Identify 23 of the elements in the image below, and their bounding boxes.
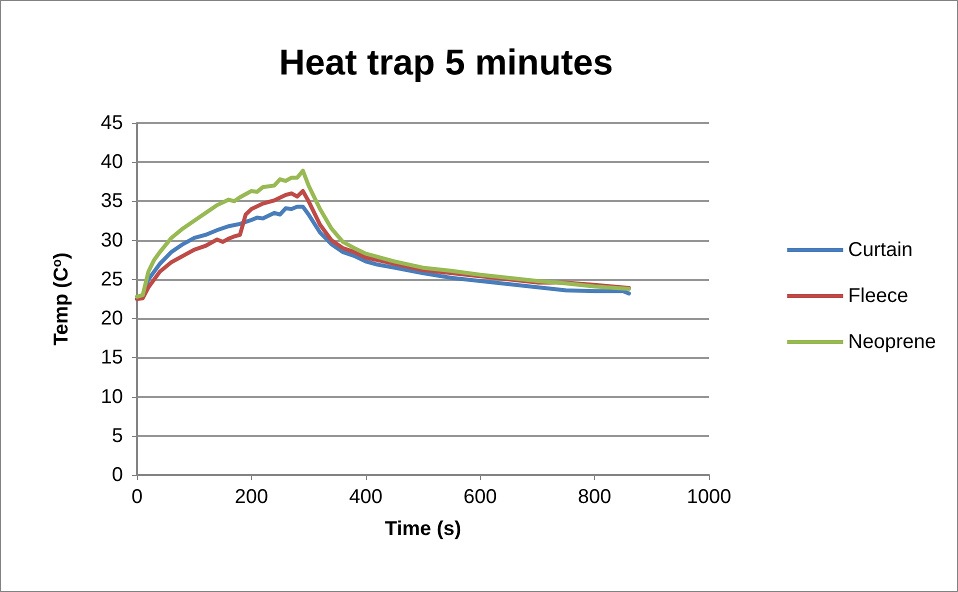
legend-label: Curtain	[848, 239, 913, 261]
x-tick-label: 400	[349, 486, 382, 508]
y-tick-label: 20	[100, 308, 123, 330]
legend-label: Fleece	[848, 285, 908, 307]
legend-label: Neoprene	[848, 331, 936, 353]
y-tick-label: 25	[100, 268, 123, 290]
x-tick-label: 0	[131, 486, 143, 508]
y-tick-label: 5	[112, 424, 123, 447]
x-tick-label: 600	[464, 486, 497, 508]
y-tick-label: 30	[100, 229, 123, 252]
chart-title: Heat trap 5 minutes	[278, 42, 614, 82]
y-axis-title: Temp (Co)	[49, 252, 72, 346]
y-tick-label: 40	[100, 151, 123, 174]
y-tick-label: 35	[100, 190, 123, 212]
x-tick-label: 800	[578, 486, 612, 508]
y-tick-label: 0	[112, 464, 123, 486]
y-tick-label: 15	[100, 346, 123, 369]
y-tick-label: 45	[100, 112, 123, 134]
y-tick-label: 10	[100, 386, 123, 408]
x-tick-label: 200	[234, 486, 268, 508]
x-tick-label: 1000	[686, 486, 732, 508]
line-series	[135, 168, 631, 299]
x-axis-title: Time (s)	[384, 518, 462, 540]
